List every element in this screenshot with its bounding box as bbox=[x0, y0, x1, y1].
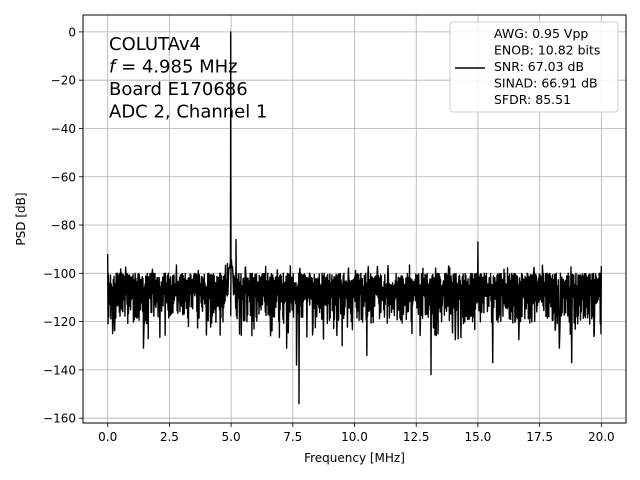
legend-entry-line: SFDR: 85.51 bbox=[494, 92, 571, 107]
y-tick-label: −40 bbox=[51, 122, 76, 136]
y-axis-label: PSD [dB] bbox=[14, 192, 28, 245]
annotation-line: f = 4.985 MHz bbox=[109, 57, 238, 78]
y-tick-label: 0 bbox=[68, 25, 76, 39]
x-tick-label: 0.0 bbox=[98, 430, 117, 444]
x-tick-label: 17.5 bbox=[526, 430, 553, 444]
annotation-line: ADC 2, Channel 1 bbox=[109, 102, 267, 123]
legend-entry-line: AWG: 0.95 Vpp bbox=[494, 26, 588, 41]
psd-series-line bbox=[106, 31, 603, 405]
y-tick-label: −160 bbox=[43, 412, 76, 426]
legend-entry-line: SNR: 67.03 dB bbox=[494, 59, 584, 74]
y-tick-label: −120 bbox=[43, 315, 76, 329]
legend-entry-line: SINAD: 66.91 dB bbox=[494, 76, 598, 91]
x-tick-label: 12.5 bbox=[403, 430, 430, 444]
y-tick-label: −100 bbox=[43, 267, 76, 281]
x-tick-label: 10.0 bbox=[341, 430, 368, 444]
annotation-line: COLUTAv4 bbox=[109, 34, 201, 55]
annotation-line: Board E170686 bbox=[109, 79, 248, 100]
x-tick-label: 7.5 bbox=[283, 430, 302, 444]
legend-entry-line: ENOB: 10.82 bits bbox=[494, 43, 600, 58]
y-axis-ticks: 0 −20 −40 −60 −80 −100 −120 −140 −160 bbox=[43, 25, 83, 426]
x-tick-label: 5.0 bbox=[222, 430, 241, 444]
y-tick-label: −80 bbox=[51, 219, 76, 233]
x-tick-label: 2.5 bbox=[160, 430, 179, 444]
x-tick-label: 15.0 bbox=[465, 430, 492, 444]
y-tick-label: −60 bbox=[51, 170, 76, 184]
x-tick-label: 20.0 bbox=[588, 430, 615, 444]
legend-box bbox=[449, 21, 619, 113]
y-tick-label: −140 bbox=[43, 363, 76, 377]
plot-area bbox=[106, 31, 603, 405]
y-tick-label: −20 bbox=[51, 74, 76, 88]
x-axis-label: Frequency [MHz] bbox=[304, 451, 405, 465]
x-axis-ticks: 0.0 2.5 5.0 7.5 10.0 12.5 15.0 17.5 20.0 bbox=[98, 423, 615, 444]
